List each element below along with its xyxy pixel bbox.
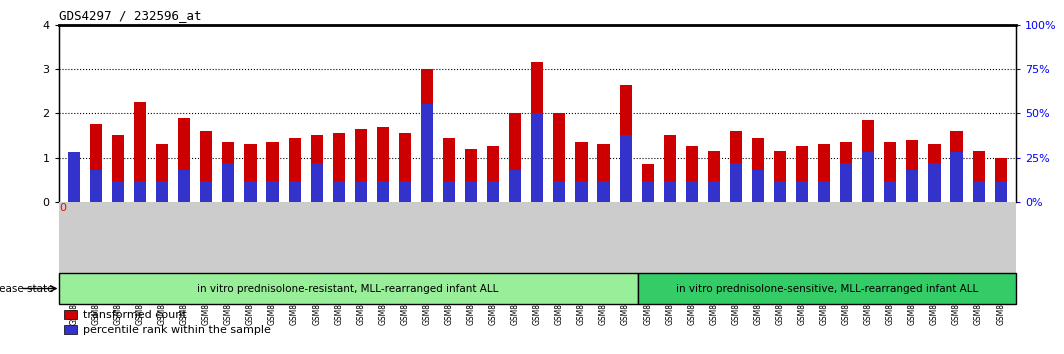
Bar [929, 144, 941, 202]
Bar [487, 181, 499, 202]
Bar [112, 181, 124, 202]
Bar [487, 147, 499, 202]
Bar [576, 142, 587, 202]
Text: 0: 0 [59, 203, 66, 213]
Bar [399, 133, 411, 202]
Bar [222, 163, 234, 202]
Bar [200, 131, 213, 202]
Bar [774, 151, 786, 202]
Bar [333, 133, 345, 202]
Text: GDS4297 / 232596_at: GDS4297 / 232596_at [59, 9, 201, 22]
Bar [884, 181, 896, 202]
Bar [637, 273, 1016, 304]
Bar [685, 181, 698, 202]
Bar [862, 152, 875, 202]
Bar [796, 181, 809, 202]
Bar [972, 181, 984, 202]
Bar [377, 126, 389, 202]
Bar [266, 142, 279, 202]
Bar [245, 181, 256, 202]
Bar [68, 152, 80, 202]
Bar [333, 181, 345, 202]
Bar [642, 164, 653, 202]
Bar [134, 102, 146, 202]
Bar [245, 144, 256, 202]
Bar [156, 181, 168, 202]
Bar [664, 181, 676, 202]
Bar [465, 149, 477, 202]
Bar [134, 181, 146, 202]
Text: disease state: disease state [0, 284, 53, 293]
Bar [156, 144, 168, 202]
Bar [995, 181, 1007, 202]
Bar [752, 138, 764, 202]
Bar [288, 138, 301, 202]
Bar [619, 135, 632, 202]
Bar [752, 170, 764, 202]
Bar [708, 151, 720, 202]
Bar [950, 152, 963, 202]
Bar [929, 163, 941, 202]
Bar [112, 135, 124, 202]
Bar [59, 273, 637, 304]
Bar [553, 181, 565, 202]
Bar [796, 147, 809, 202]
Bar [178, 170, 190, 202]
Bar [421, 104, 433, 202]
Bar [90, 124, 102, 202]
Bar [510, 170, 521, 202]
Bar [354, 181, 367, 202]
Text: in vitro prednisolone-resistant, MLL-rearranged infant ALL: in vitro prednisolone-resistant, MLL-rea… [197, 284, 499, 293]
Bar [818, 181, 830, 202]
Bar [90, 170, 102, 202]
Bar [619, 85, 632, 202]
Bar [399, 181, 411, 202]
Bar [377, 181, 389, 202]
Bar [465, 181, 477, 202]
Bar [311, 163, 322, 202]
Bar [288, 181, 301, 202]
Bar [354, 129, 367, 202]
Bar [510, 113, 521, 202]
Bar [730, 163, 742, 202]
Bar [68, 153, 80, 202]
Bar [266, 181, 279, 202]
Bar [708, 181, 720, 202]
Bar [907, 140, 918, 202]
Bar [553, 113, 565, 202]
Bar [443, 138, 455, 202]
Bar [841, 163, 852, 202]
Legend: transformed count, percentile rank within the sample: transformed count, percentile rank withi… [64, 310, 271, 335]
Bar [178, 118, 190, 202]
Bar [841, 142, 852, 202]
Bar [995, 158, 1007, 202]
Bar [598, 144, 610, 202]
Bar [311, 135, 322, 202]
Bar [774, 181, 786, 202]
Bar [818, 144, 830, 202]
Bar [642, 181, 653, 202]
Bar [907, 170, 918, 202]
Bar [531, 113, 544, 202]
Bar [730, 131, 742, 202]
Bar [685, 147, 698, 202]
Bar [950, 131, 963, 202]
Bar [531, 62, 544, 202]
Bar [884, 142, 896, 202]
Bar [576, 181, 587, 202]
Bar [972, 151, 984, 202]
Bar [222, 142, 234, 202]
Bar [664, 135, 676, 202]
Text: in vitro prednisolone-sensitive, MLL-rearranged infant ALL: in vitro prednisolone-sensitive, MLL-rea… [676, 284, 978, 293]
Bar [862, 120, 875, 202]
Bar [443, 181, 455, 202]
Bar [598, 181, 610, 202]
Bar [421, 69, 433, 202]
Bar [200, 181, 213, 202]
